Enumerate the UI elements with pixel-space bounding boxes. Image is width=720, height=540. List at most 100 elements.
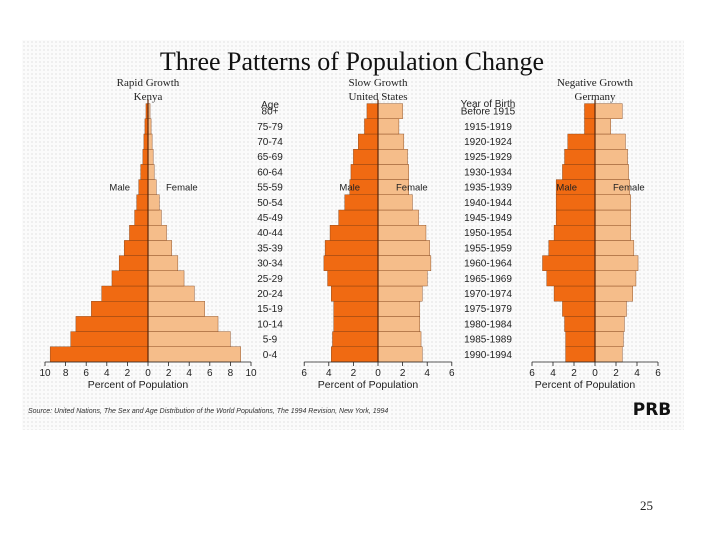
x-tick-label: 6 <box>207 368 213 379</box>
age-column-header: Age <box>261 100 279 111</box>
male-bar <box>329 224 379 241</box>
female-bar <box>377 103 403 119</box>
female-bar <box>147 179 157 196</box>
male-bar <box>555 209 596 226</box>
x-tick-label: 0 <box>145 368 151 379</box>
male-bar <box>553 285 596 302</box>
pyramid-subtitle: Germany <box>575 91 616 103</box>
pyramid-subtitle: United States <box>349 91 408 103</box>
male-bar <box>565 346 596 363</box>
female-label: Female <box>613 183 645 194</box>
male-bar <box>49 346 149 363</box>
female-bar <box>147 285 195 302</box>
female-bar <box>594 148 628 165</box>
x-tick-label: 2 <box>166 368 172 379</box>
x-axis-title: Percent of Population <box>88 379 189 391</box>
male-bar <box>101 285 149 302</box>
birth-year-label: Before 1915 <box>461 107 516 118</box>
female-bar <box>147 255 179 272</box>
pyramid-subtitle: Kenya <box>134 91 163 103</box>
age-group-label: 20-24 <box>257 289 283 300</box>
female-bar <box>147 331 231 348</box>
age-group-label: 70-74 <box>257 137 283 148</box>
male-bar <box>136 194 149 211</box>
male-bar <box>565 331 596 348</box>
birth-year-label: 1935-1939 <box>464 183 512 194</box>
male-label: Male <box>556 183 577 194</box>
female-bar <box>594 331 624 348</box>
female-bar <box>147 209 162 226</box>
male-bar <box>584 118 596 135</box>
age-group-label: 50-54 <box>257 198 283 209</box>
x-tick-label: 4 <box>104 368 110 379</box>
x-tick-label: 6 <box>449 368 455 379</box>
male-bar <box>331 346 379 363</box>
male-bar <box>134 209 149 226</box>
birth-year-label: 1975-1979 <box>464 304 512 315</box>
female-bar <box>594 194 631 211</box>
female-bar <box>594 346 623 363</box>
birth-year-label: 1930-1934 <box>464 167 512 178</box>
male-bar <box>142 148 149 165</box>
male-bar <box>353 148 379 165</box>
birth-year-column-header: Year of Birth <box>461 99 516 110</box>
female-bar <box>377 270 428 287</box>
x-tick-label: 4 <box>550 368 556 379</box>
female-bar <box>594 224 631 241</box>
female-bar <box>594 209 631 226</box>
female-bar <box>594 270 637 287</box>
age-group-label: 25-29 <box>257 274 283 285</box>
x-axis-title: Percent of Population <box>535 379 636 391</box>
female-label: Female <box>166 183 198 194</box>
birth-year-label: 1990-1994 <box>464 350 512 361</box>
male-bar <box>564 148 596 165</box>
x-tick-label: 0 <box>375 368 381 379</box>
male-bar <box>91 301 149 317</box>
female-bar <box>594 164 629 180</box>
x-tick-label: 2 <box>351 368 357 379</box>
female-bar <box>594 103 623 119</box>
female-bar <box>594 255 639 272</box>
female-bar <box>377 224 427 241</box>
age-group-label: 10-14 <box>257 319 283 330</box>
x-tick-label: 4 <box>326 368 332 379</box>
male-bar <box>111 270 149 287</box>
male-bar <box>124 240 149 256</box>
female-bar <box>594 133 626 150</box>
male-bar <box>327 270 379 287</box>
male-bar <box>323 255 379 272</box>
x-tick-label: 6 <box>83 368 89 379</box>
male-bar <box>584 103 596 119</box>
female-bar <box>594 301 627 317</box>
male-bar <box>546 270 596 287</box>
x-axis-title: Percent of Population <box>318 379 419 391</box>
birth-year-label: 1985-1989 <box>464 335 512 346</box>
birth-year-label: 1940-1944 <box>464 198 512 209</box>
male-bar <box>118 255 149 272</box>
x-tick-label: 0 <box>592 368 598 379</box>
female-bar <box>147 316 219 332</box>
female-bar <box>147 164 155 180</box>
x-tick-label: 2 <box>613 368 619 379</box>
female-bar <box>377 194 413 211</box>
x-tick-label: 10 <box>245 368 257 379</box>
birth-year-label: 1970-1974 <box>464 289 512 300</box>
birth-year-label: 1915-1919 <box>464 122 512 133</box>
x-tick-label: 6 <box>301 368 307 379</box>
age-group-label: 80+ <box>262 107 279 118</box>
female-bar <box>147 270 185 287</box>
female-bar <box>147 194 160 211</box>
age-group-label: 30-34 <box>257 259 283 270</box>
age-group-label: 5-9 <box>263 335 278 346</box>
male-bar <box>333 301 379 317</box>
male-bar <box>548 240 596 256</box>
male-bar <box>324 240 379 256</box>
age-group-label: 45-49 <box>257 213 283 224</box>
x-tick-label: 8 <box>228 368 234 379</box>
x-tick-label: 8 <box>63 368 69 379</box>
x-tick-label: 2 <box>125 368 131 379</box>
male-bar <box>331 285 379 302</box>
age-group-label: 15-19 <box>257 304 283 315</box>
male-bar <box>542 255 596 272</box>
female-bar <box>147 301 205 317</box>
